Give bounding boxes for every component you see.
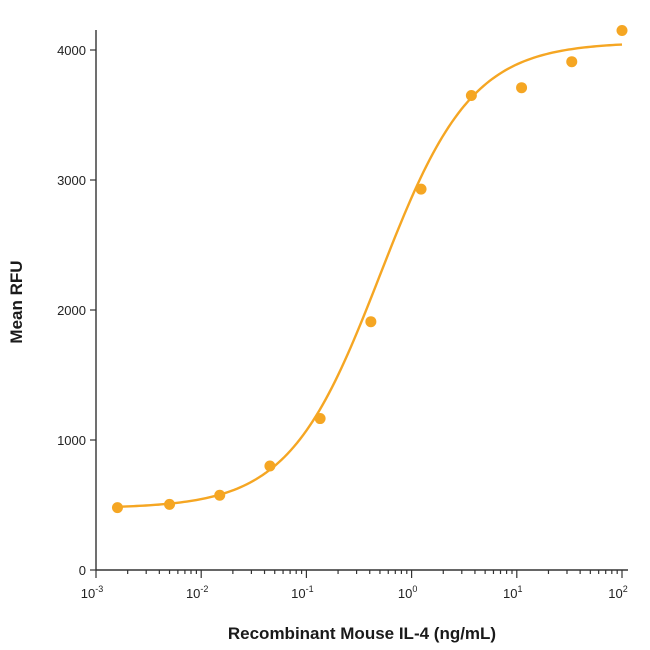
y-tick-label: 1000	[57, 433, 86, 448]
x-axis-ticks: 10-3 10-2 10-1 100 101 102	[81, 570, 628, 601]
x-tick-label: 10-2	[186, 584, 208, 601]
y-tick-label: 3000	[57, 173, 86, 188]
y-tick-label: 0	[79, 563, 86, 578]
data-point	[111, 502, 123, 514]
data-point	[465, 90, 477, 101]
y-axis-ticks: 0 1000 2000 3000 4000	[57, 43, 96, 578]
data-point	[164, 498, 176, 510]
y-tick-label: 4000	[57, 43, 86, 58]
x-tick-label: 102	[608, 584, 627, 601]
fit-curve	[117, 43, 623, 508]
x-tick-label: 100	[398, 584, 417, 601]
data-point	[415, 183, 427, 195]
data-point	[566, 56, 578, 68]
data-point	[365, 316, 377, 328]
data-point	[214, 489, 226, 501]
data-points	[111, 25, 628, 514]
x-axis-title: Recombinant Mouse IL-4 (ng/mL)	[228, 624, 496, 643]
y-axis-title: Mean RFU	[7, 260, 26, 343]
data-point	[516, 82, 528, 94]
x-tick-label: 10-3	[81, 584, 103, 601]
x-tick-label: 10-1	[291, 584, 313, 601]
data-point	[264, 460, 276, 472]
y-tick-label: 2000	[57, 303, 86, 318]
axes	[95, 30, 628, 571]
data-point	[314, 413, 326, 425]
x-tick-label: 101	[503, 584, 522, 601]
data-point	[616, 25, 628, 36]
